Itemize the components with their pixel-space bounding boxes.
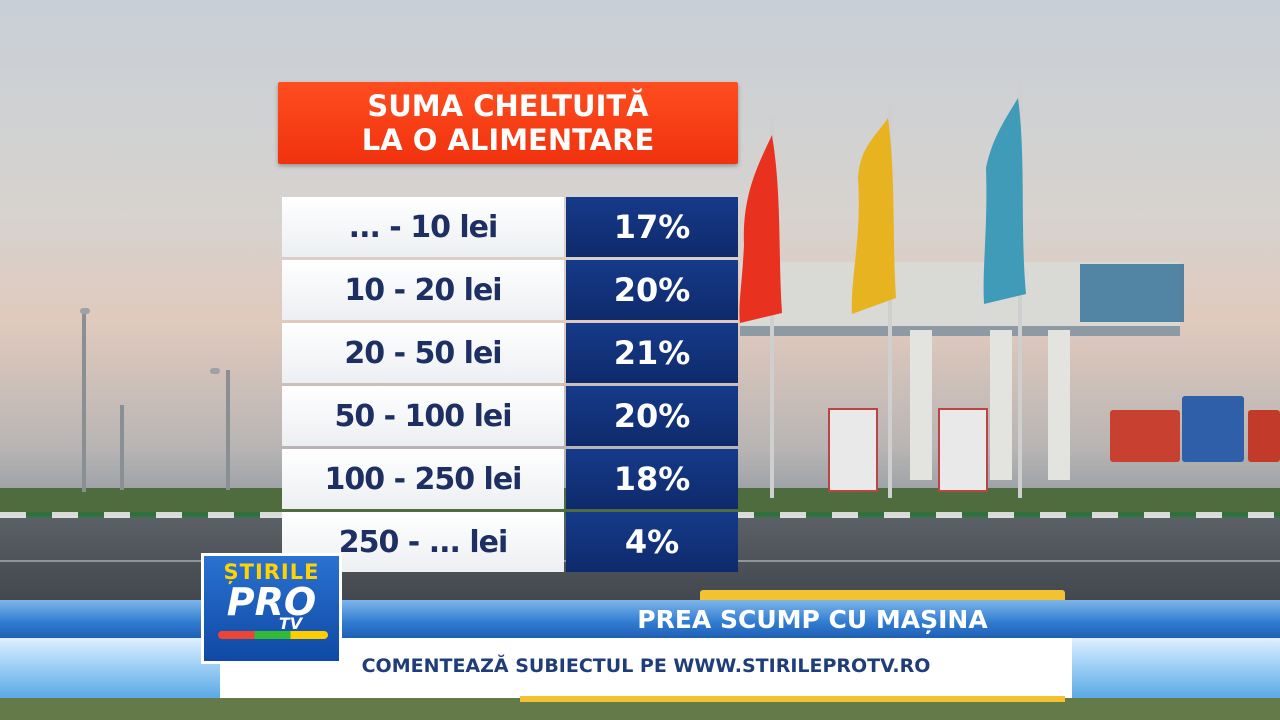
- street-lamp-pole: [82, 312, 86, 492]
- ticker-subline: COMENTEAZĂ SUBIECTUL PE WWW.STIRILEPROTV…: [361, 655, 931, 677]
- stirile-protv-logo: ȘTIRILE PRO TV: [201, 553, 342, 664]
- percent-value: 17%: [566, 197, 738, 257]
- table-row: 250 - ... lei 4%: [282, 512, 738, 572]
- fuel-pump: [828, 408, 878, 492]
- table-row: 20 - 50 lei 21%: [282, 323, 738, 383]
- percent-value: 4%: [566, 512, 738, 572]
- percent-value: 20%: [566, 260, 738, 320]
- logo-color-stripe: [218, 631, 328, 639]
- truck: [1248, 410, 1280, 462]
- fuel-pump: [938, 408, 988, 492]
- truck: [1182, 396, 1244, 462]
- table-row: 10 - 20 lei 20%: [282, 260, 738, 320]
- range-label: 100 - 250 lei: [282, 449, 564, 509]
- range-label: 50 - 100 lei: [282, 386, 564, 446]
- title-line-1: SUMA CHELTUITĂ: [367, 89, 649, 123]
- street-lamp-pole: [226, 370, 230, 490]
- range-label: 20 - 50 lei: [282, 323, 564, 383]
- percent-value: 20%: [566, 386, 738, 446]
- logo-line-2: PRO: [226, 580, 317, 624]
- ticker-headline: PREA SCUMP CU MAȘINA: [637, 604, 988, 634]
- chart-title: SUMA CHELTUITĂ LA O ALIMENTARE: [278, 82, 738, 164]
- red-flag-icon: [739, 135, 782, 323]
- percent-value: 18%: [566, 449, 738, 509]
- ticker-gold-bottom: [520, 696, 1065, 702]
- gas-station-sign-edge: [1080, 264, 1184, 322]
- truck: [1110, 410, 1180, 462]
- table-row: 50 - 100 lei 20%: [282, 386, 738, 446]
- canopy-column: [910, 330, 932, 480]
- logo-line-1: ȘTIRILE: [223, 560, 320, 584]
- table-row: 100 - 250 lei 18%: [282, 449, 738, 509]
- table-row: ... - 10 lei 17%: [282, 197, 738, 257]
- logo-line-3: TV: [278, 614, 303, 633]
- street-lamp-pole: [120, 405, 124, 490]
- street-lamp: [80, 308, 90, 314]
- yellow-flag-icon: [851, 118, 896, 314]
- street-lamp: [210, 368, 220, 374]
- spending-table: ... - 10 lei 17% 10 - 20 lei 20% 20 - 50…: [282, 197, 738, 575]
- canopy-column: [990, 330, 1012, 480]
- range-label: ... - 10 lei: [282, 197, 564, 257]
- percent-value: 21%: [566, 323, 738, 383]
- ticker-gold-accent: [700, 590, 1065, 600]
- ticker-subline-box: [220, 638, 1072, 698]
- canopy-column: [1048, 330, 1070, 480]
- title-line-2: LA O ALIMENTARE: [361, 123, 655, 157]
- range-label: 10 - 20 lei: [282, 260, 564, 320]
- teal-flag-icon: [983, 98, 1026, 304]
